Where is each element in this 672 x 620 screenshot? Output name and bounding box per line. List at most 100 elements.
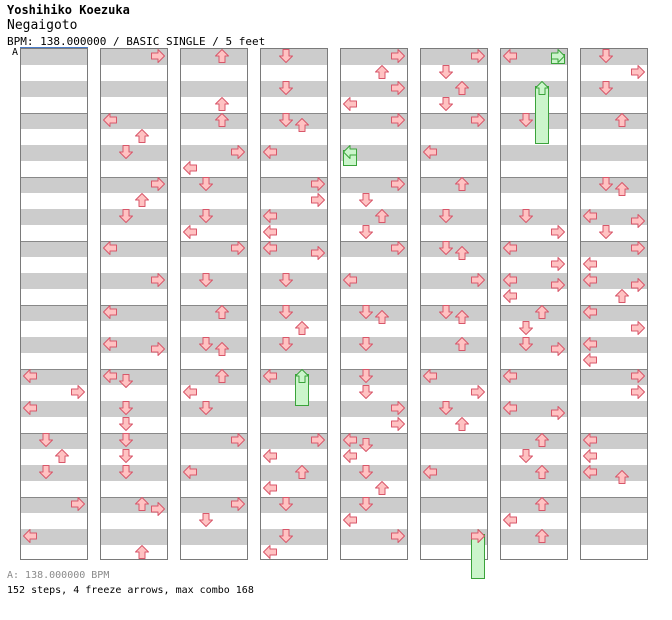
- beat-stripe: [261, 113, 327, 129]
- step-arrow-left: [423, 369, 437, 383]
- beat-stripe: [501, 145, 567, 161]
- beat-stripe: [581, 401, 647, 417]
- freeze-arrow-head: [295, 369, 309, 383]
- beat-stripe: [421, 305, 487, 321]
- step-arrow-down: [439, 401, 453, 415]
- measure-line: [581, 433, 647, 434]
- measure-line: [21, 305, 87, 306]
- measure-line: [341, 433, 407, 434]
- beat-stripe: [421, 145, 487, 161]
- beat-stripe: [101, 145, 167, 161]
- beat-stripe: [101, 49, 167, 65]
- step-arrow-up: [295, 321, 309, 335]
- beat-stripe: [101, 305, 167, 321]
- step-arrow-left: [263, 225, 277, 239]
- beat-stripe: [181, 401, 247, 417]
- measure-line: [421, 305, 487, 306]
- step-arrow-right: [471, 385, 485, 399]
- measure-line: [21, 497, 87, 498]
- step-arrow-right: [391, 529, 405, 543]
- step-arrow-down: [359, 193, 373, 207]
- step-arrow-down: [359, 369, 373, 383]
- step-arrow-right: [631, 241, 645, 255]
- step-arrow-up: [375, 65, 389, 79]
- beat-stripe: [21, 81, 87, 97]
- beat-stripe: [21, 49, 87, 65]
- step-arrow-left: [263, 369, 277, 383]
- measure-line: [501, 113, 567, 114]
- step-arrow-down: [519, 449, 533, 463]
- beat-stripe: [501, 433, 567, 449]
- step-arrow-down: [119, 145, 133, 159]
- step-arrow-down: [359, 225, 373, 239]
- step-arrow-left: [583, 305, 597, 319]
- step-arrow-left: [583, 257, 597, 271]
- step-arrow-down: [599, 177, 613, 191]
- beat-stripe: [261, 337, 327, 353]
- step-arrow-left: [583, 465, 597, 479]
- step-arrow-down: [439, 241, 453, 255]
- measure-line: [101, 433, 167, 434]
- measure-line: [421, 177, 487, 178]
- beat-stripe: [341, 433, 407, 449]
- step-arrow-left: [263, 145, 277, 159]
- step-arrow-left: [423, 145, 437, 159]
- measure-line: [21, 241, 87, 242]
- measure-line: [501, 497, 567, 498]
- step-arrow-up: [375, 309, 389, 324]
- step-arrow-right: [231, 433, 245, 447]
- step-arrow-left: [343, 97, 357, 111]
- measure-line: [501, 369, 567, 370]
- step-arrow-right: [391, 81, 405, 95]
- measure-line: [421, 113, 487, 114]
- step-arrow-up: [295, 117, 309, 132]
- beat-stripe: [581, 497, 647, 513]
- beat-stripe: [421, 177, 487, 193]
- beat-stripe: [181, 113, 247, 129]
- chart-column: [260, 48, 328, 560]
- step-arrow-left: [263, 545, 277, 559]
- step-arrow-up: [55, 449, 69, 463]
- step-arrow-up: [135, 497, 149, 511]
- beat-stripe: [21, 433, 87, 449]
- beat-stripe: [341, 529, 407, 545]
- beat-stripe: [261, 81, 327, 97]
- step-arrow-right: [551, 405, 565, 420]
- beat-stripe: [181, 369, 247, 385]
- measure-line: [581, 177, 647, 178]
- beat-stripe: [581, 241, 647, 257]
- beat-stripe: [581, 113, 647, 129]
- chart-column: [180, 48, 248, 560]
- step-arrow-up: [215, 305, 229, 319]
- beat-stripe: [341, 273, 407, 289]
- beat-stripe: [261, 209, 327, 225]
- measure-line: [421, 497, 487, 498]
- beat-stripe: [501, 337, 567, 353]
- measure-line: [341, 497, 407, 498]
- step-arrow-down: [519, 113, 533, 127]
- measure-line: [261, 497, 327, 498]
- beat-stripe: [581, 433, 647, 449]
- measure-line: [581, 241, 647, 242]
- step-arrow-left: [423, 465, 437, 479]
- step-arrow-down: [279, 273, 293, 287]
- measure-line: [501, 305, 567, 306]
- beat-stripe: [421, 81, 487, 97]
- step-arrow-right: [631, 321, 645, 335]
- beat-stripe: [21, 305, 87, 321]
- step-arrow-right: [471, 529, 485, 543]
- beat-stripe: [501, 241, 567, 257]
- step-arrow-up: [455, 309, 469, 324]
- measure-line: [341, 177, 407, 178]
- step-arrow-down: [519, 321, 533, 335]
- beat-stripe: [581, 145, 647, 161]
- beat-stripe: [501, 81, 567, 97]
- step-arrow-right: [231, 497, 245, 511]
- beat-stripe: [341, 209, 407, 225]
- step-arrow-left: [503, 49, 517, 63]
- step-arrow-left: [103, 305, 117, 319]
- step-arrow-down: [359, 305, 373, 319]
- step-arrow-down: [599, 81, 613, 95]
- step-arrow-down: [359, 437, 373, 452]
- step-arrow-down: [119, 401, 133, 415]
